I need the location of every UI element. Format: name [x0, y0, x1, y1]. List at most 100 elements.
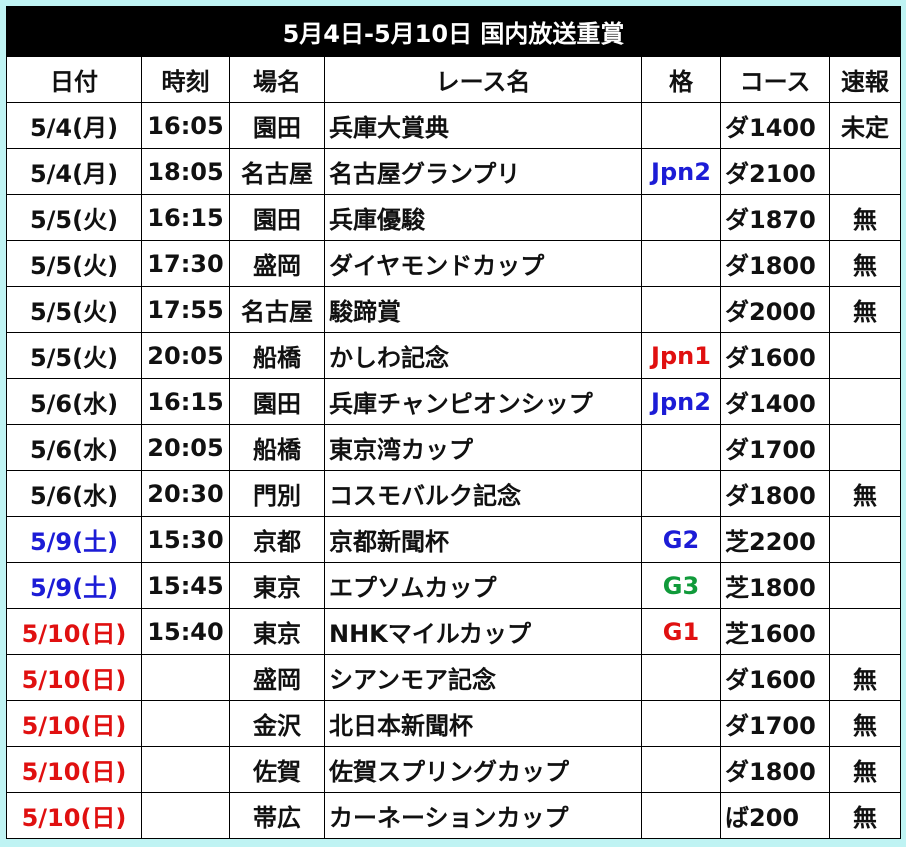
- course-cell: 芝1800: [720, 562, 830, 609]
- report-cell: 無: [828, 792, 902, 839]
- course-cell: ダ1700: [720, 700, 830, 747]
- time-cell: 20:30: [141, 470, 230, 517]
- table-row: 5/5(火) 17:55 名古屋 駿蹄賞 ダ2000 無: [6, 286, 902, 333]
- race-name-cell: 京都新聞杯: [324, 516, 642, 563]
- table-row: 5/6(水) 16:15 園田 兵庫チャンピオンシップ Jpn2 ダ1400: [6, 378, 902, 425]
- title-row: 5月4日-5月10日 国内放送重賞: [5, 6, 902, 57]
- table-row: 5/6(水) 20:05 船橋 東京湾カップ ダ1700: [6, 424, 902, 471]
- race-name-cell: 兵庫チャンピオンシップ: [324, 378, 642, 425]
- table-row: 5/9(土) 15:30 京都 京都新聞杯 G2 芝2200: [6, 516, 902, 563]
- date-cell: 5/10(日): [6, 700, 142, 747]
- header-cell: 日付: [6, 56, 142, 103]
- grade-cell: [641, 654, 721, 701]
- table-row: 5/4(月) 18:05 名古屋 名古屋グランプリ Jpn2 ダ2100: [6, 148, 902, 195]
- time-cell: 20:05: [141, 332, 230, 379]
- race-name-cell: ダイヤモンドカップ: [324, 240, 642, 287]
- table-row: 5/5(火) 17:30 盛岡 ダイヤモンドカップ ダ1800 無: [6, 240, 902, 287]
- time-cell: 17:30: [141, 240, 230, 287]
- report-cell: 未定: [828, 102, 902, 149]
- schedule-table: 5月4日-5月10日 国内放送重賞 日付 時刻 場名 レース名格コース 速報 5/4(月…: [5, 6, 902, 839]
- venue-cell: 東京: [229, 562, 325, 609]
- report-cell: 無: [828, 470, 902, 517]
- time-cell: 16:15: [141, 378, 230, 425]
- venue-cell: 盛岡: [229, 654, 325, 701]
- table-row: 5/10(日) 佐賀 佐賀スプリングカップ ダ1800 無: [6, 746, 902, 793]
- grade-cell: [641, 424, 721, 471]
- date-cell: 5/6(水): [6, 424, 142, 471]
- time-cell: [141, 700, 230, 747]
- race-name-cell: NHKマイルカップ: [324, 608, 642, 655]
- course-cell: ダ1800: [720, 240, 830, 287]
- venue-cell: 名古屋: [229, 286, 325, 333]
- time-cell: [141, 746, 230, 793]
- table-row: 5/4(月) 16:05 園田 兵庫大賞典 ダ1400 未定: [6, 102, 902, 149]
- report-cell: [828, 148, 902, 195]
- header-cell: 場名: [229, 56, 325, 103]
- venue-cell: 佐賀: [229, 746, 325, 793]
- venue-cell: 京都: [229, 516, 325, 563]
- time-cell: 20:05: [141, 424, 230, 471]
- header-cell: 時刻: [141, 56, 230, 103]
- report-cell: [828, 424, 902, 471]
- time-cell: 15:40: [141, 608, 230, 655]
- grade-cell: [641, 286, 721, 333]
- table-row: 5/9(土) 15:45 東京 エプソムカップ G3 芝1800: [6, 562, 902, 609]
- time-cell: 16:15: [141, 194, 230, 241]
- grade-cell: G3: [641, 562, 721, 609]
- date-cell: 5/9(土): [6, 516, 142, 563]
- report-cell: [828, 516, 902, 563]
- venue-cell: 金沢: [229, 700, 325, 747]
- race-name-cell: コスモバルク記念: [324, 470, 642, 517]
- report-cell: 無: [828, 240, 902, 287]
- date-cell: 5/5(火): [6, 332, 142, 379]
- date-cell: 5/10(日): [6, 608, 142, 655]
- race-name-cell: かしわ記念: [324, 332, 642, 379]
- date-cell: 5/4(月): [6, 102, 142, 149]
- time-cell: 17:55: [141, 286, 230, 333]
- race-name-cell: 北日本新聞杯: [324, 700, 642, 747]
- report-cell: [828, 608, 902, 655]
- grade-cell: [641, 700, 721, 747]
- time-cell: [141, 654, 230, 701]
- report-cell: 無: [828, 700, 902, 747]
- grade-cell: Jpn1: [641, 332, 721, 379]
- header-cell: 格: [641, 56, 721, 103]
- course-cell: ダ1600: [720, 654, 830, 701]
- time-cell: [141, 792, 230, 839]
- race-name-cell: カーネーションカップ: [324, 792, 642, 839]
- table-row: 5/5(火) 20:05 船橋 かしわ記念 Jpn1 ダ1600: [6, 332, 902, 379]
- date-cell: 5/6(水): [6, 378, 142, 425]
- grade-cell: [641, 792, 721, 839]
- date-cell: 5/4(月): [6, 148, 142, 195]
- time-cell: 18:05: [141, 148, 230, 195]
- course-cell: ダ1700: [720, 424, 830, 471]
- race-name-cell: 名古屋グランプリ: [324, 148, 642, 195]
- venue-cell: 船橋: [229, 332, 325, 379]
- venue-cell: 船橋: [229, 424, 325, 471]
- date-cell: 5/10(日): [6, 792, 142, 839]
- venue-cell: 園田: [229, 378, 325, 425]
- course-cell: ダ1800: [720, 470, 830, 517]
- course-cell: ダ1600: [720, 332, 830, 379]
- grade-cell: [641, 746, 721, 793]
- race-name-cell: 駿蹄賞: [324, 286, 642, 333]
- report-cell: 無: [828, 286, 902, 333]
- grade-cell: [641, 102, 721, 149]
- title: 5月4日-5月10日 国内放送重賞: [5, 6, 902, 57]
- time-cell: 15:45: [141, 562, 230, 609]
- race-name-cell: エプソムカップ: [324, 562, 642, 609]
- grade-cell: Jpn2: [641, 378, 721, 425]
- race-name-cell: シアンモア記念: [324, 654, 642, 701]
- grade-cell: Jpn2: [641, 148, 721, 195]
- report-cell: [828, 562, 902, 609]
- course-cell: ば200: [720, 792, 830, 839]
- time-cell: 15:30: [141, 516, 230, 563]
- table-row: 5/10(日) 金沢 北日本新聞杯 ダ1700 無: [6, 700, 902, 747]
- table-row: 5/10(日) 盛岡 シアンモア記念 ダ1600 無: [6, 654, 902, 701]
- race-name-cell: 東京湾カップ: [324, 424, 642, 471]
- table-row: 5/5(火) 16:15 園田 兵庫優駿 ダ1870 無: [6, 194, 902, 241]
- time-cell: 16:05: [141, 102, 230, 149]
- course-cell: ダ2000: [720, 286, 830, 333]
- date-cell: 5/5(火): [6, 240, 142, 287]
